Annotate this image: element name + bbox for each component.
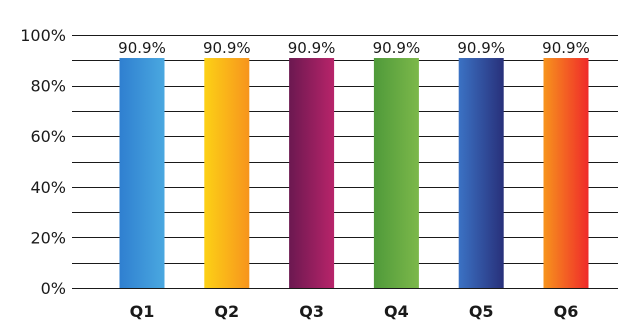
x-tick-label-q6: Q6	[554, 302, 579, 321]
y-tick-label: 80%	[30, 77, 66, 96]
bar-q6	[543, 58, 589, 289]
x-tick-label-q5: Q5	[469, 302, 494, 321]
data-label-q1: 90.9%	[118, 39, 166, 57]
bar-q4	[373, 58, 419, 289]
y-tick-label: 20%	[30, 228, 66, 247]
y-axis-tick-labels: 0% 20% 40% 60% 80% 100%	[20, 26, 66, 298]
y-tick-label: 40%	[30, 178, 66, 197]
data-label-q2: 90.9%	[203, 39, 251, 57]
x-tick-label-q1: Q1	[130, 302, 155, 321]
bar-q5	[458, 58, 504, 289]
data-label-q3: 90.9%	[288, 39, 336, 57]
bar-q3	[289, 58, 335, 289]
y-tick-label: 60%	[30, 127, 66, 146]
y-tick-label: 0%	[41, 279, 66, 298]
x-tick-label-q2: Q2	[214, 302, 239, 321]
x-axis-category-labels: Q1 Q2 Q3 Q4 Q5 Q6	[130, 302, 579, 321]
x-tick-label-q4: Q4	[384, 302, 409, 321]
x-tick-label-q3: Q3	[299, 302, 324, 321]
bars	[119, 58, 589, 289]
bar-q2	[204, 58, 250, 289]
bar-q1	[119, 58, 165, 289]
data-label-q6: 90.9%	[542, 39, 590, 57]
data-label-q5: 90.9%	[457, 39, 505, 57]
data-labels: 90.9% 90.9% 90.9% 90.9% 90.9% 90.9%	[118, 39, 590, 57]
y-tick-label: 100%	[20, 26, 66, 45]
data-label-q4: 90.9%	[373, 39, 421, 57]
